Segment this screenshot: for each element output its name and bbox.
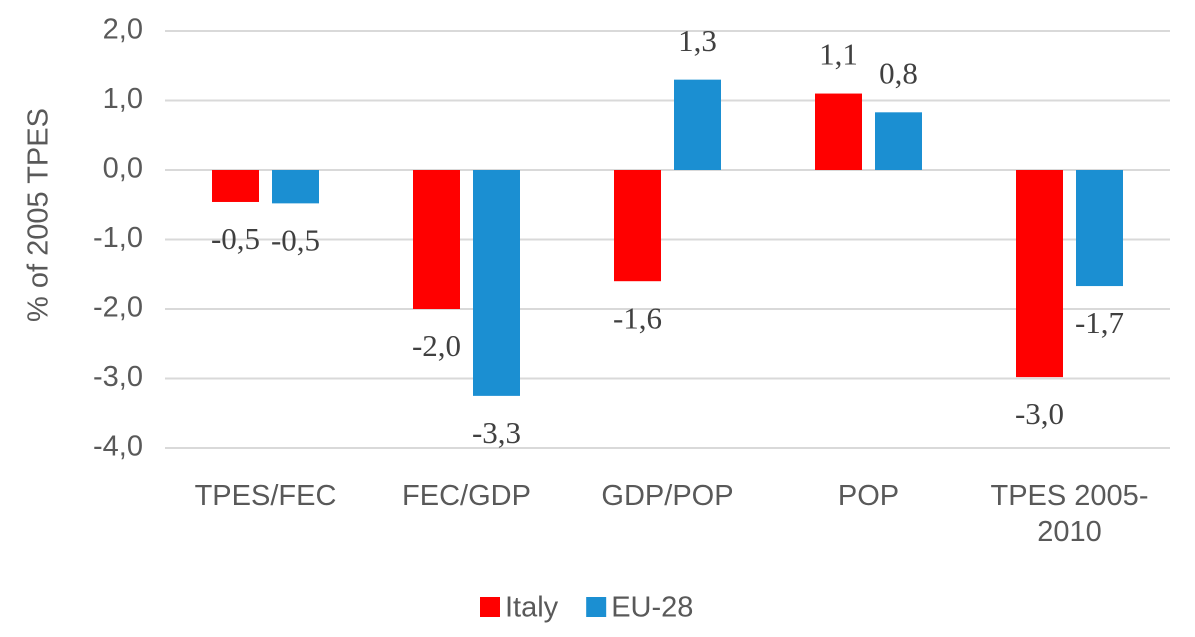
x-tick-label: TPES 2005-2010: [990, 480, 1149, 548]
x-tick-label: FEC/GDP: [402, 480, 531, 512]
legend-swatch: [480, 597, 500, 617]
y-tick-label: -2,0: [93, 292, 143, 324]
data-label: -2,0: [412, 328, 461, 363]
data-label: 1,1: [819, 37, 858, 72]
bar: [1076, 170, 1123, 287]
data-label: -0,5: [211, 221, 260, 256]
y-tick-label: -1,0: [93, 222, 143, 254]
x-tick-label: TPES/FEC: [194, 480, 337, 512]
legend-swatch: [586, 597, 607, 617]
bar: [1016, 170, 1063, 378]
bar: [614, 170, 661, 282]
data-label: 1,3: [678, 23, 717, 58]
legend-label: Italy: [505, 592, 559, 624]
data-label: -1,6: [613, 300, 662, 335]
y-tick-label: 1,0: [103, 83, 143, 115]
y-tick-label: -4,0: [93, 431, 143, 463]
bar: [674, 79, 721, 170]
bar: [413, 170, 460, 309]
y-tick-label: 0,0: [103, 153, 143, 185]
data-label: 0,8: [879, 55, 918, 90]
bar: [815, 93, 862, 170]
bar: [272, 170, 319, 204]
data-label: -0,5: [271, 222, 320, 257]
bar: [212, 170, 259, 202]
x-tick-label: POP: [837, 480, 900, 512]
data-label: -3,3: [472, 415, 521, 450]
x-tick-label: GDP/POP: [601, 480, 734, 512]
y-axis-title: % of 2005 TPES: [23, 108, 55, 322]
legend-label: EU-28: [611, 592, 693, 624]
bar: [875, 112, 922, 170]
data-label: -3,0: [1015, 396, 1064, 431]
bar: [473, 170, 520, 396]
data-label: -1,7: [1075, 305, 1124, 340]
y-tick-label: 2,0: [103, 14, 143, 46]
y-tick-label: -3,0: [93, 361, 143, 393]
